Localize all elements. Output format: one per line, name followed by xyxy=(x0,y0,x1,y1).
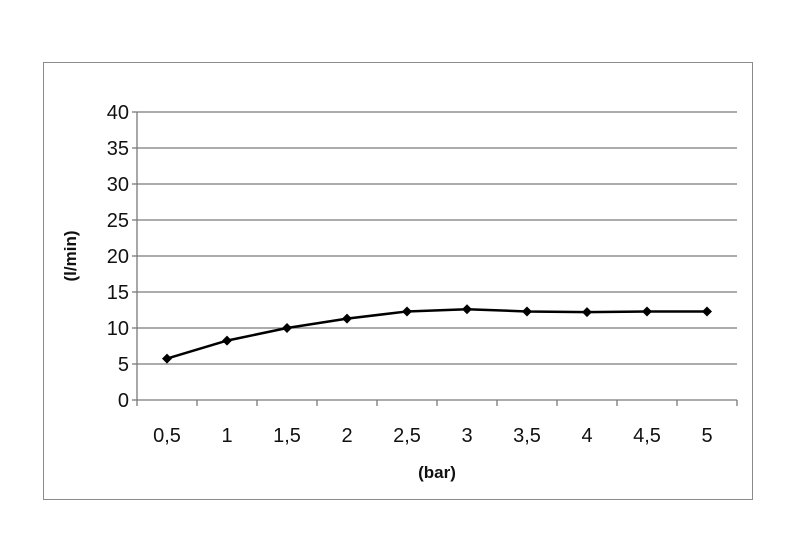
x-tick-label: 4,5 xyxy=(633,425,661,447)
data-point-marker xyxy=(702,306,712,317)
data-point-marker xyxy=(522,306,532,317)
chart-frame xyxy=(43,62,753,500)
data-point-marker xyxy=(342,313,352,324)
y-tick-label: 0 xyxy=(118,390,129,412)
data-point-marker xyxy=(582,307,592,318)
y-tick-label: 35 xyxy=(107,138,129,160)
y-tick-label: 10 xyxy=(107,318,129,340)
y-tick-label: 40 xyxy=(107,102,129,124)
data-point-marker xyxy=(462,304,472,315)
x-tick-label: 5 xyxy=(701,425,712,447)
x-axis-label: (bar) xyxy=(418,463,456,482)
y-axis-label: (l/min) xyxy=(61,231,80,282)
x-tick-label: 2 xyxy=(341,425,352,447)
data-point-marker xyxy=(642,306,652,317)
x-tick-label: 1,5 xyxy=(273,425,301,447)
x-tick-label: 3 xyxy=(461,425,472,447)
y-tick-label: 20 xyxy=(107,246,129,268)
data-point-marker xyxy=(282,323,292,333)
series-line xyxy=(166,308,707,360)
x-tick-label: 4 xyxy=(581,425,592,447)
y-tick-label: 25 xyxy=(107,210,129,232)
x-tick-label: 2,5 xyxy=(393,425,421,447)
y-tick-label: 5 xyxy=(118,354,129,376)
data-point-marker xyxy=(162,353,172,364)
x-tick-label: 1 xyxy=(221,425,232,447)
x-tick-label: 3,5 xyxy=(513,425,541,447)
y-tick-label: 30 xyxy=(107,174,129,196)
data-point-marker xyxy=(222,335,232,346)
x-tick-label: 0,5 xyxy=(153,425,181,447)
y-tick-label: 15 xyxy=(107,282,129,304)
data-point-marker xyxy=(402,306,412,317)
